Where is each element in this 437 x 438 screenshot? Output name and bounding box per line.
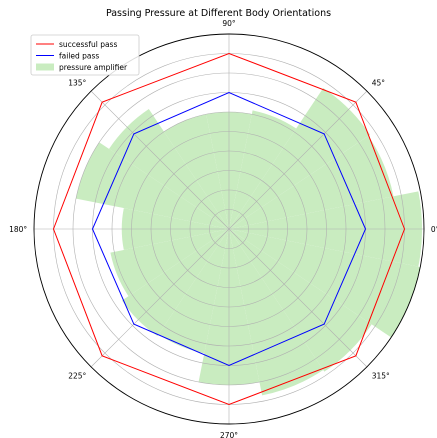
polar-outer-ring (33, 33, 425, 425)
pressure-amplifier-series (75, 87, 423, 396)
theta-tick-label: 270° (220, 431, 238, 438)
failed-pass-line (91, 91, 367, 367)
theta-tick-labels: 0° 45° 90° 135° 180° 225° 270° 315° (9, 19, 437, 438)
legend-label-successful-pass: successful pass (59, 40, 117, 49)
pressure-amplifier-wedge (229, 110, 297, 229)
pressure-amplifier-wedge (229, 229, 324, 396)
grid-spoke (228, 90, 368, 230)
legend-label-failed-pass: failed pass (59, 51, 99, 60)
line-series (52, 52, 406, 406)
legend-swatch-pressure-amplifier (36, 63, 54, 71)
theta-tick-label: 180° (9, 225, 27, 234)
pressure-amplifier-wedge (110, 229, 229, 297)
legend-box (30, 34, 140, 76)
theta-tick-label: 135° (68, 78, 86, 87)
chart-title: Passing Pressure at Different Body Orien… (106, 8, 331, 19)
pressure-amplifier-wedge (163, 114, 229, 229)
grid-spoke (228, 228, 368, 368)
pressure-amplifier-wedge (158, 229, 229, 354)
theta-tick-label: 45° (372, 78, 386, 87)
pressure-amplifier-wedge (229, 229, 421, 338)
legend: successful pass failed pass pressure ampli… (30, 34, 140, 76)
pressure-amplifier-wedge (75, 142, 229, 229)
pressure-amplifier-wedge (229, 135, 394, 229)
theta-tick-label: 90° (222, 19, 236, 28)
theta-tick-label: 225° (68, 372, 86, 381)
theta-tick-label: 0° (431, 225, 437, 234)
grid-spoke (90, 228, 230, 368)
successful-pass-line (52, 52, 406, 406)
legend-label-pressure-amplifier: pressure amplifier (59, 63, 128, 72)
polar-frame (33, 33, 425, 425)
grid-spoke (90, 90, 230, 230)
theta-tick-label: 315° (372, 372, 390, 381)
